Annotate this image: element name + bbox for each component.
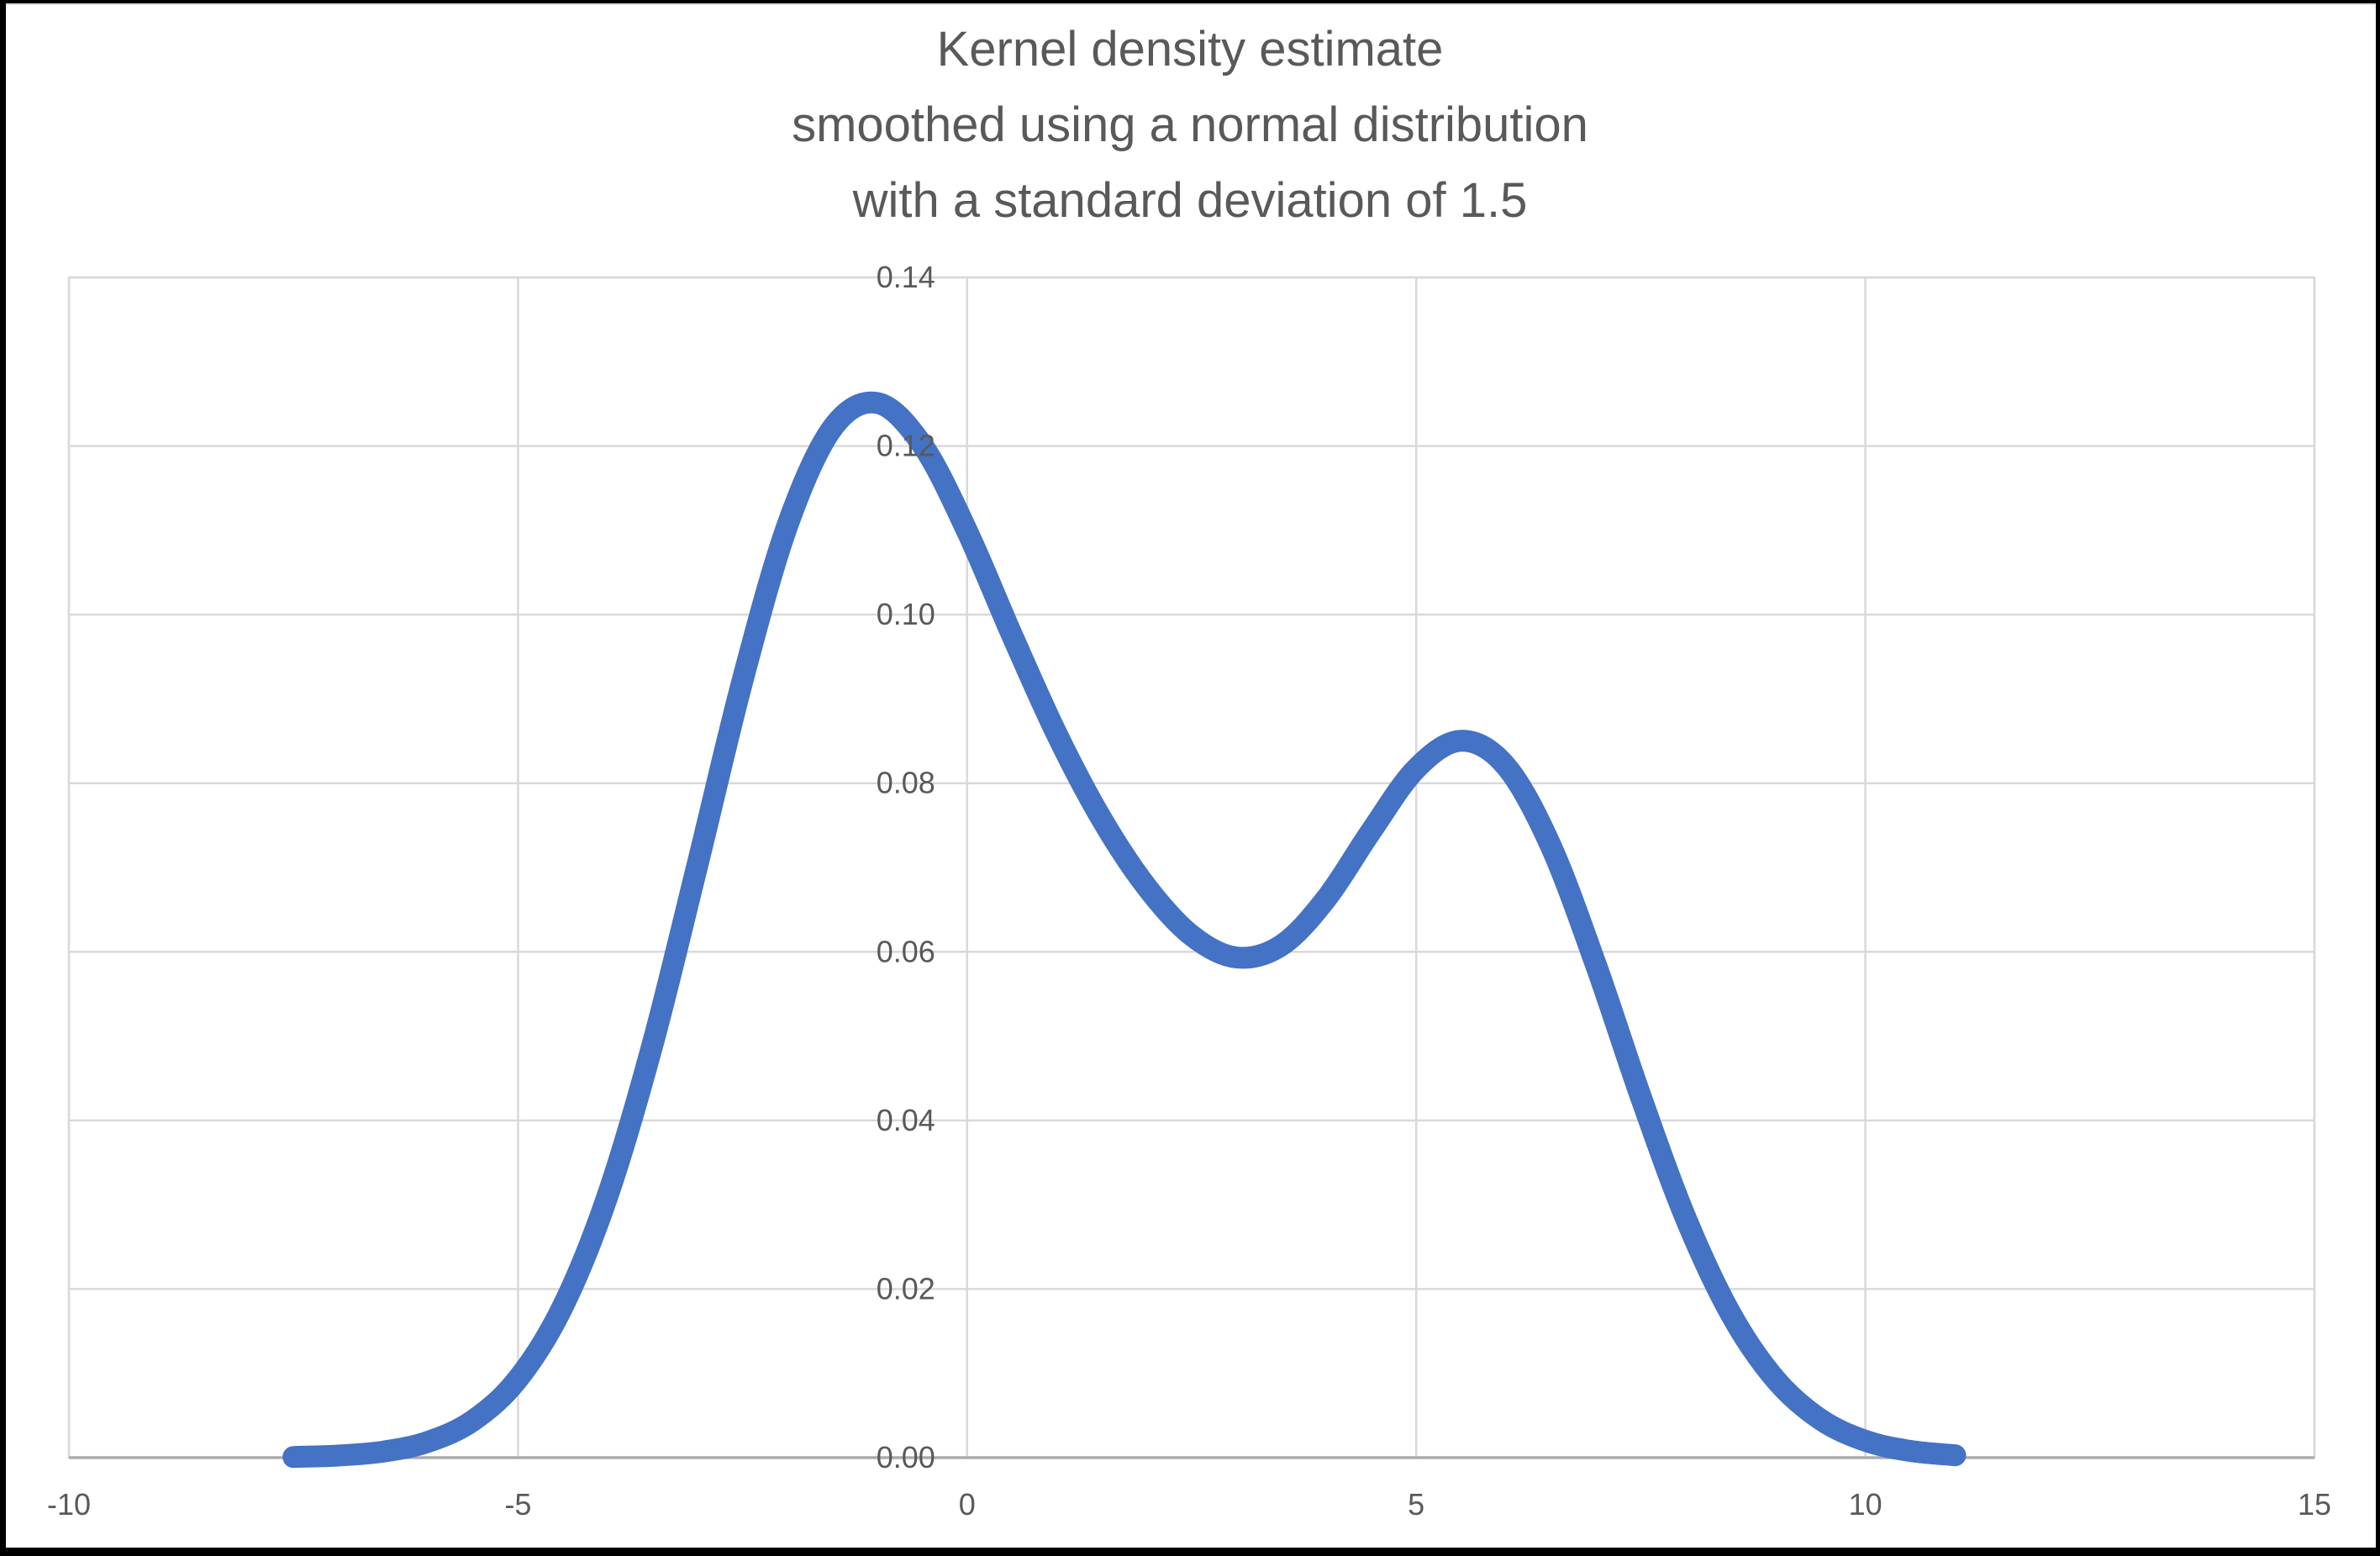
y-axis-tick-label: 0.12 — [877, 429, 935, 463]
kde-curve — [282, 391, 1967, 1469]
y-axis-tick-label: 0.00 — [877, 1440, 935, 1474]
x-axis-tick-label: 0 — [959, 1487, 976, 1522]
x-axis-tick-label: 15 — [2298, 1487, 2331, 1522]
y-axis-tick-label: 0.02 — [877, 1271, 935, 1305]
chart-title-line-2: smoothed using a normal distribution — [792, 98, 1588, 152]
y-axis-tick-label: 0.14 — [877, 260, 935, 294]
chart-title: Kernel density estimate smoothed using a… — [0, 12, 2380, 239]
x-axis-tick-label: -10 — [47, 1487, 91, 1522]
x-axis-tick-label: 5 — [1408, 1487, 1424, 1522]
frame-border-top — [0, 0, 2380, 3]
chart-title-line-1: Kernel density estimate — [936, 22, 1444, 76]
y-axis-tick-label: 0.04 — [877, 1103, 935, 1137]
frame-inner-edge — [6, 3, 2376, 5]
frame-border-right — [2376, 0, 2380, 1556]
chart-title-line-3: with a standard deviation of 1.5 — [852, 173, 1528, 228]
y-axis-tick-label: 0.10 — [877, 597, 935, 631]
plot-area-border — [67, 276, 2316, 1459]
x-axis-tick-label: 10 — [1849, 1487, 1882, 1522]
frame-border-bottom — [0, 1548, 2380, 1556]
y-axis-tick-label: 0.06 — [877, 934, 935, 968]
x-axis-tick-label: -5 — [504, 1487, 531, 1522]
y-axis-tick-label: 0.08 — [877, 766, 935, 800]
frame-border-left — [0, 0, 6, 1556]
